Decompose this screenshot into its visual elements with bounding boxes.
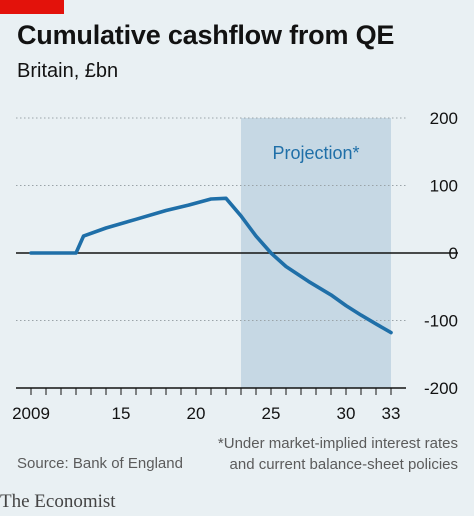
y-tick-label: -200 [424,379,458,398]
footnote-line-2: and current balance-sheet policies [229,456,458,473]
x-tick-label: 25 [262,404,281,423]
projection-label: Projection* [272,143,359,163]
series-line [29,196,393,335]
x-tick-label: 15 [112,404,131,423]
y-tick-label: 100 [430,177,458,196]
y-tick-label: 200 [430,109,458,128]
source-note: Source: Bank of England [17,455,183,472]
brand-red-tag [0,0,64,14]
x-tick-label: 2009 [12,404,50,423]
chart-title: Cumulative cashflow from QE [17,20,395,50]
y-tick-label: -100 [424,312,458,331]
x-tick-label: 20 [187,404,206,423]
x-tick-label: 33 [382,404,401,423]
chart-subtitle: Britain, £bn [17,60,119,82]
footnote: *Under market-implied interest rates and… [218,433,458,475]
footnote-line-1: *Under market-implied interest rates [217,435,458,452]
x-tick-label: 30 [337,404,356,423]
brand-wordmark: The Economist [0,491,116,512]
